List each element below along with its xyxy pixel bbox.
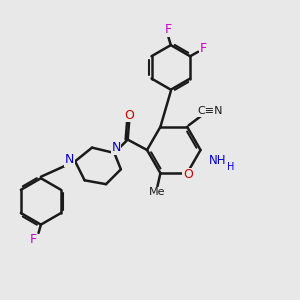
Text: N: N xyxy=(111,141,121,154)
Text: F: F xyxy=(199,42,206,55)
Text: N: N xyxy=(65,153,74,166)
Text: F: F xyxy=(30,233,37,246)
Text: NH: NH xyxy=(209,154,226,167)
Text: F: F xyxy=(164,23,171,36)
Text: Me: Me xyxy=(149,188,166,197)
Text: O: O xyxy=(183,168,193,181)
Text: C≡N: C≡N xyxy=(197,106,223,116)
Text: H: H xyxy=(226,162,234,172)
Text: O: O xyxy=(124,109,134,122)
